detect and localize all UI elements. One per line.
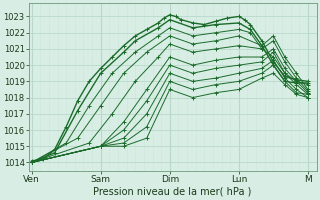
X-axis label: Pression niveau de la mer( hPa ): Pression niveau de la mer( hPa ) bbox=[93, 187, 252, 197]
